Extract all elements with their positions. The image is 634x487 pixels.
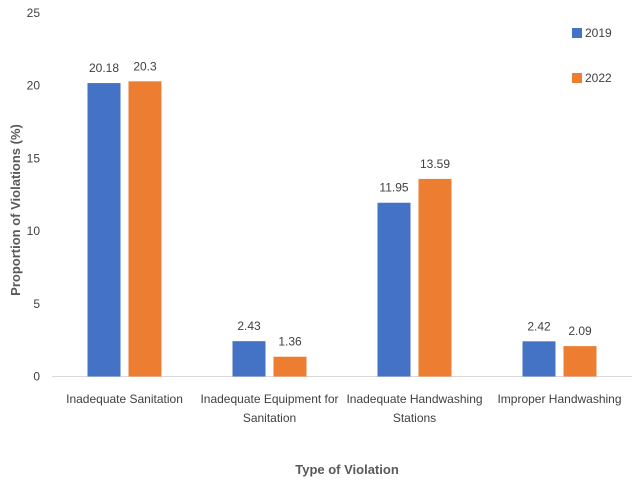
y-tick-label: 25	[27, 6, 41, 20]
y-tick-label: 15	[27, 151, 41, 165]
legend-swatch-2022	[572, 73, 582, 83]
bar-2022	[273, 356, 307, 377]
category-label: Improper Handwashing	[497, 392, 621, 406]
bar-2022	[128, 81, 162, 377]
data-label: 20.18	[89, 61, 119, 75]
data-label: 2.42	[527, 319, 551, 333]
data-label: 2.43	[237, 319, 261, 333]
y-tick-label: 20	[27, 79, 41, 93]
category-label: Inadequate Equipment for	[200, 392, 338, 406]
y-axis-title: Proportion of Violations (%)	[8, 124, 23, 296]
legend-swatch-2019	[572, 28, 582, 38]
data-label: 13.59	[420, 157, 450, 171]
bar-2022	[563, 346, 597, 377]
legend-label: 2022	[585, 71, 612, 85]
data-label: 1.36	[278, 335, 302, 349]
bar-2019	[232, 341, 266, 377]
legend-label: 2019	[585, 26, 612, 40]
category-label: Stations	[393, 411, 436, 425]
data-label: 20.3	[133, 59, 157, 73]
category-label: Sanitation	[243, 411, 296, 425]
data-labels: 20.18 20.3 2.43 1.36 11.95 13.59 2.42 2.09	[89, 59, 592, 348]
bar-2019	[522, 341, 556, 377]
legend: 2019 2022	[572, 26, 612, 85]
y-tick-label: 10	[27, 224, 41, 238]
category-labels: Inadequate Sanitation Inadequate Equipmen…	[66, 392, 621, 425]
bar-2019	[377, 202, 411, 377]
category-label: Inadequate Handwashing	[346, 392, 482, 406]
data-label: 2.09	[568, 324, 592, 338]
y-tick-label: 5	[33, 297, 40, 311]
bar-2019	[87, 83, 121, 377]
bars	[87, 81, 597, 377]
x-axis-title: Type of Violation	[295, 462, 399, 477]
y-tick-label: 0	[33, 370, 40, 384]
data-label: 11.95	[379, 181, 408, 195]
category-label: Inadequate Sanitation	[66, 392, 183, 406]
bar-2022	[418, 178, 452, 377]
y-axis-ticks: 0 5 10 15 20 25	[27, 6, 41, 384]
